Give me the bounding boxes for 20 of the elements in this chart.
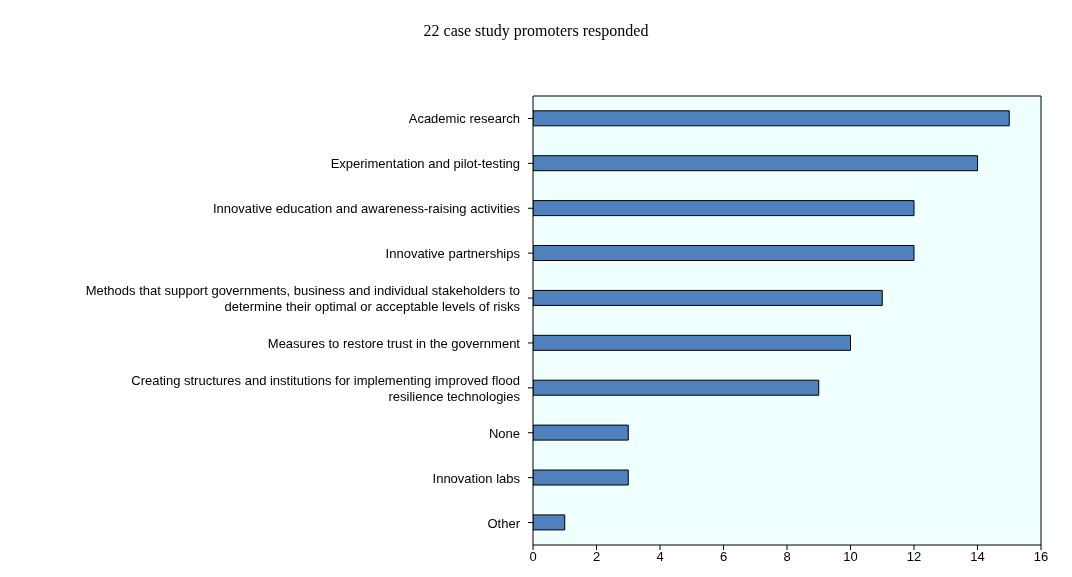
y-tick-label: Creating structures and institutions for implementing improved flood resilience technologies: [131, 372, 521, 404]
y-tick-label: Innovative education and awareness-raising activities: [212, 200, 521, 216]
y-tick-label: None: [488, 425, 520, 441]
x-tick-label: 12: [906, 549, 922, 565]
x-tick-label: 0: [529, 549, 537, 565]
x-tick-label: 4: [656, 549, 664, 565]
y-tick-label: Innovation labs: [432, 470, 521, 486]
y-tick-label: Measures to restore trust in the government: [267, 335, 521, 351]
y-tick-label: Other: [487, 515, 521, 531]
y-tick-label: Experimentation and pilot-testing: [330, 155, 520, 171]
x-tick-label: 6: [719, 549, 728, 565]
chart-title: 22 case study promoters responded: [422, 21, 650, 42]
y-tick-label: Methods that support governments, business and individual stakeholders to determine their optimal or acceptable levels of risks: [85, 282, 521, 314]
x-tick-label: 8: [783, 549, 791, 565]
x-tick-label: 10: [843, 549, 858, 565]
y-tick-label: Innovative partnerships: [385, 245, 521, 261]
x-tick-label: 2: [592, 549, 601, 565]
y-tick-label: Academic research: [408, 110, 520, 126]
x-tick-label: 14: [970, 549, 985, 565]
x-tick-label: 16: [1033, 549, 1049, 565]
